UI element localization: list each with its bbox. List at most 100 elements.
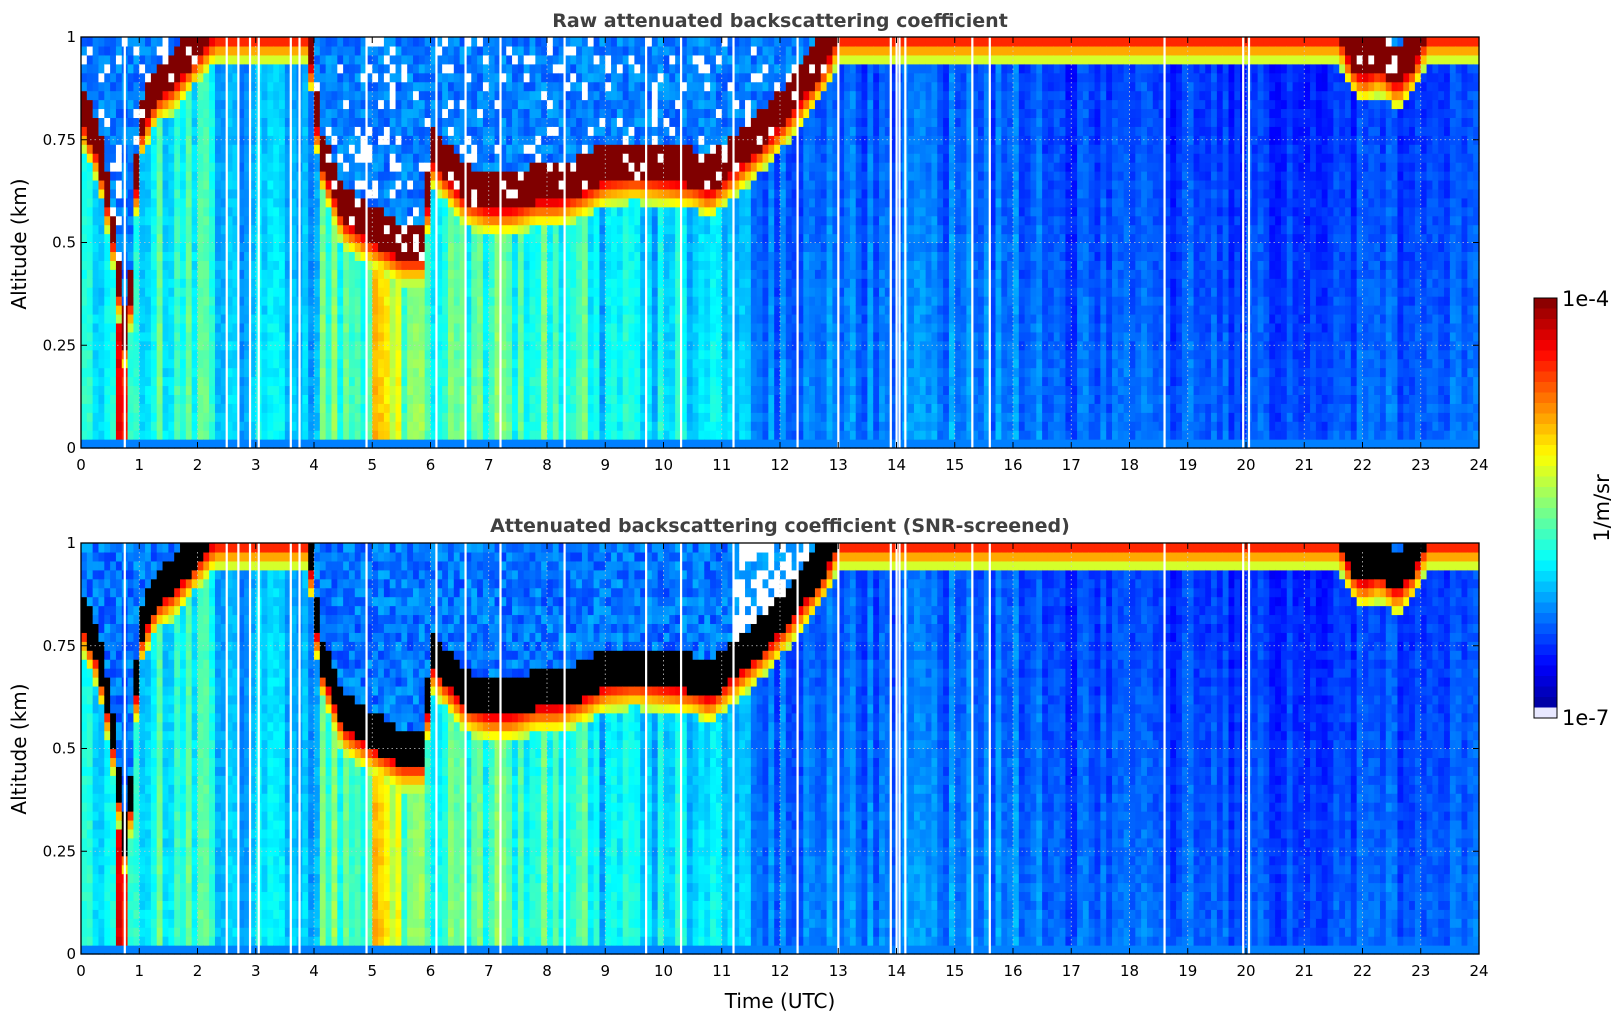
heatmap-cell: [704, 421, 711, 431]
heatmap-cell: [249, 197, 257, 208]
heatmap-cell: [325, 224, 333, 235]
heatmap-cell: [587, 278, 595, 288]
heatmap-cell: [692, 305, 700, 315]
heatmap-cell: [605, 215, 612, 226]
heatmap-cell: [453, 37, 461, 47]
heatmap-cell: [512, 135, 519, 145]
heatmap-cell: [174, 37, 181, 47]
heatmap-cell: [517, 90, 525, 101]
heatmap-cell: [512, 81, 519, 92]
heatmap-cell: [185, 179, 193, 190]
heatmap-cell: [634, 358, 641, 369]
heatmap-cell: [453, 117, 461, 127]
heatmap-cell: [115, 108, 123, 119]
heatmap-cell: [442, 367, 449, 378]
heatmap-cell: [98, 269, 105, 279]
heatmap-cell: [378, 340, 385, 351]
heatmap-cell: [663, 153, 670, 163]
heatmap-cell: [203, 90, 210, 101]
heatmap-cell: [552, 331, 560, 342]
heatmap-cell: [686, 322, 694, 333]
heatmap-cell: [197, 340, 204, 351]
heatmap-cell: [290, 430, 298, 440]
heatmap-cell: [232, 305, 239, 315]
heatmap-cell: [314, 358, 321, 369]
heatmap-cell: [267, 81, 274, 92]
heatmap-cell: [220, 171, 228, 181]
heatmap-cell: [378, 108, 385, 119]
heatmap-cell: [378, 135, 385, 145]
heatmap-cell: [110, 439, 117, 449]
heatmap-cell: [599, 296, 606, 306]
heatmap-cell: [372, 179, 379, 190]
heatmap-cell: [459, 144, 467, 154]
heatmap-cell: [360, 99, 368, 110]
heatmap-cell: [430, 215, 437, 226]
heatmap-cell: [162, 188, 169, 199]
heatmap-cell: [447, 296, 455, 306]
heatmap-cell: [337, 403, 344, 413]
heatmap-cell: [494, 412, 501, 422]
heatmap-cell: [651, 108, 659, 119]
heatmap-cell: [319, 233, 327, 244]
heatmap-cell: [453, 403, 461, 413]
heatmap-cell: [517, 99, 525, 110]
heatmap-cell: [337, 358, 344, 369]
heatmap-cell: [150, 117, 158, 127]
heatmap-cell: [663, 430, 670, 440]
heatmap-cell: [552, 99, 560, 110]
heatmap-cell: [587, 376, 595, 387]
heatmap-cell: [360, 171, 368, 181]
heatmap-cell: [383, 394, 391, 404]
heatmap-cell: [558, 126, 566, 136]
heatmap-cell: [564, 144, 571, 154]
heatmap-cell: [401, 358, 408, 369]
heatmap-cell: [453, 251, 461, 261]
heatmap-cell: [634, 349, 641, 360]
heatmap-cell: [523, 45, 531, 56]
heatmap-cell: [308, 358, 315, 369]
heatmap-cell: [168, 126, 175, 136]
heatmap-cell: [407, 215, 414, 226]
heatmap-cell: [232, 197, 239, 208]
heatmap-cell: [150, 99, 158, 110]
heatmap-cell: [139, 439, 146, 449]
heatmap-cell: [337, 260, 344, 270]
heatmap-cell: [314, 135, 321, 145]
heatmap-cell: [646, 358, 653, 369]
heatmap-cell: [325, 367, 333, 378]
heatmap-cell: [453, 197, 461, 208]
heatmap-cell: [535, 179, 542, 190]
heatmap-cell: [698, 296, 705, 306]
heatmap-cell: [494, 144, 501, 154]
heatmap-cell: [622, 278, 630, 288]
heatmap-cell: [110, 349, 117, 360]
heatmap-cell: [133, 385, 140, 395]
heatmap-cell: [261, 305, 268, 315]
heatmap-cell: [675, 305, 682, 315]
heatmap-cell: [669, 313, 676, 324]
heatmap-cell: [162, 37, 169, 47]
heatmap-cell: [395, 162, 402, 172]
heatmap-cell: [104, 322, 111, 333]
heatmap-cell: [570, 251, 577, 261]
heatmap-cell: [150, 305, 158, 315]
heatmap-cell: [436, 108, 443, 119]
heatmap-cell: [150, 108, 158, 119]
heatmap-cell: [465, 233, 472, 244]
heatmap-cell: [424, 37, 432, 47]
heatmap-cell: [395, 278, 402, 288]
heatmap-cell: [81, 394, 88, 404]
heatmap-cell: [343, 162, 350, 172]
heatmap-cell: [453, 63, 461, 74]
heatmap-cell: [669, 224, 676, 235]
heatmap-cell: [284, 403, 292, 413]
heatmap-cell: [325, 385, 333, 395]
heatmap-cell: [593, 260, 601, 270]
heatmap-cell: [692, 162, 700, 172]
heatmap-cell: [191, 421, 199, 431]
heatmap-cell: [115, 90, 123, 101]
heatmap-cell: [675, 162, 682, 172]
heatmap-cell: [389, 313, 397, 324]
heatmap-cell: [418, 188, 426, 199]
